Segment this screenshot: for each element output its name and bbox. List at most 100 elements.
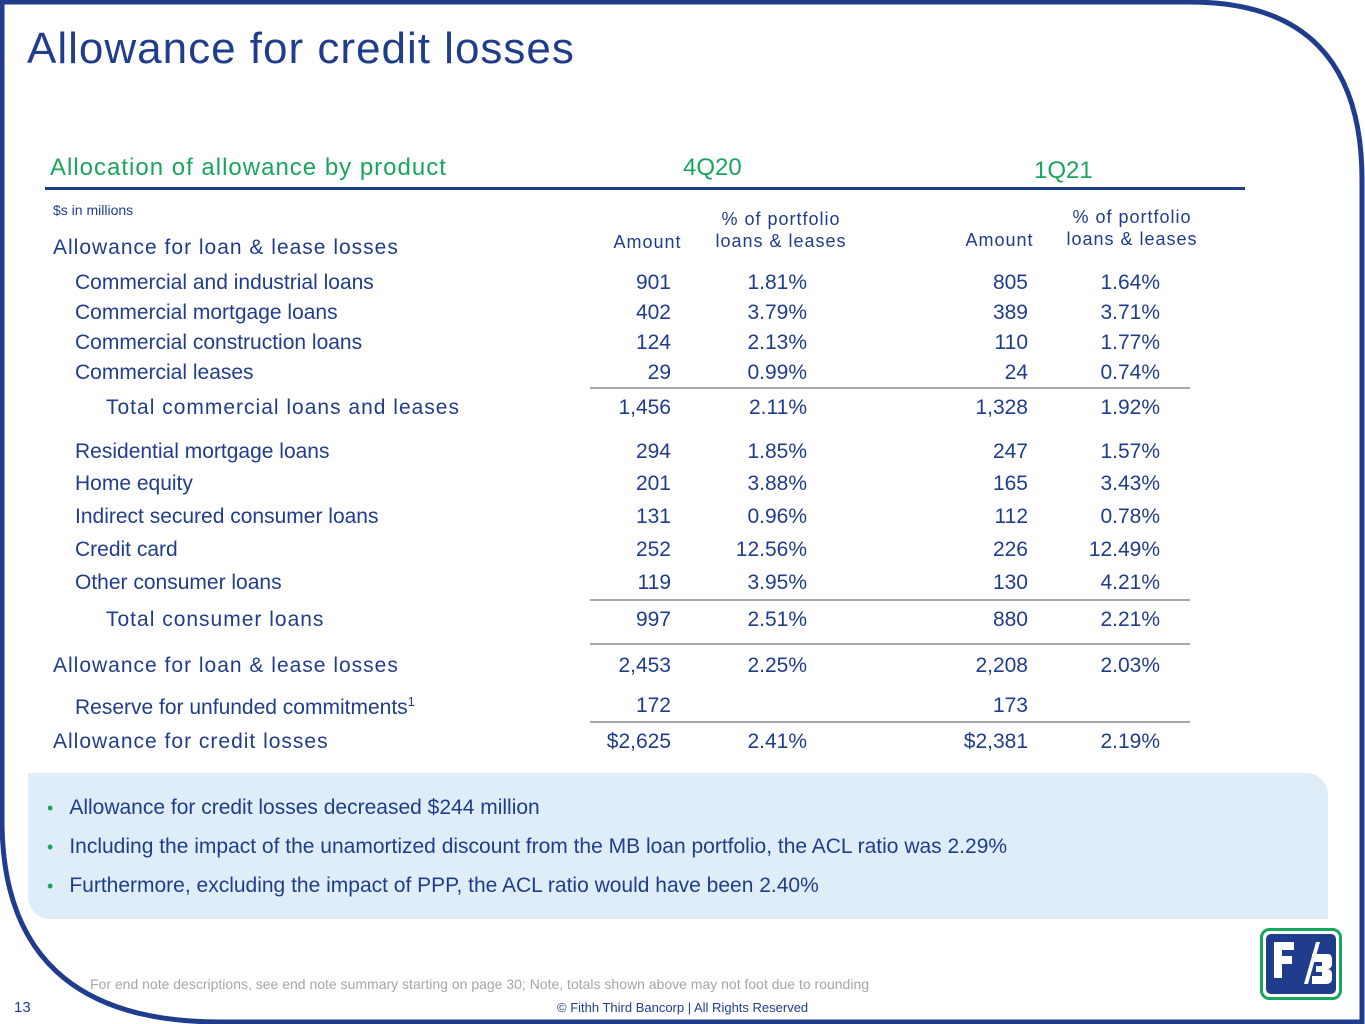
amount-1q21: 389 bbox=[992, 301, 1028, 324]
total-rule bbox=[590, 643, 1190, 645]
pct-1q21: 2.03% bbox=[1100, 654, 1160, 677]
table-row: Other consumer loans 119 3.95% 130 4.21% bbox=[0, 571, 1365, 601]
pct-4q20: 3.88% bbox=[747, 472, 807, 495]
table-row-total: Allowance for credit losses $2,625 2.41%… bbox=[0, 730, 1365, 760]
header-rule bbox=[45, 187, 1245, 190]
row-label: Other consumer loans bbox=[75, 571, 282, 594]
row-label: Allowance for loan & lease losses bbox=[53, 654, 399, 677]
units-label: $s in millions bbox=[53, 202, 134, 218]
row-label: Allowance for credit losses bbox=[53, 730, 329, 753]
amount-1q21: 2,208 bbox=[975, 654, 1028, 677]
pct-1q21: 2.19% bbox=[1100, 730, 1160, 753]
pct-1q21: 12.49% bbox=[1088, 538, 1160, 561]
amount-4q20: 172 bbox=[635, 694, 671, 717]
amount-4q20: 2,453 bbox=[618, 654, 671, 677]
bullet-dot-icon: • bbox=[47, 876, 54, 896]
pct-4q20: 3.95% bbox=[747, 571, 807, 594]
row-label: Commercial construction loans bbox=[75, 331, 363, 354]
period-4q20: 4Q20 bbox=[683, 154, 742, 181]
pct-1q21: 1.57% bbox=[1100, 440, 1160, 463]
row-label: Commercial leases bbox=[75, 361, 254, 384]
footnote-marker: 1 bbox=[407, 694, 415, 709]
pct-4q20: 12.56% bbox=[735, 538, 807, 561]
total-rule bbox=[590, 721, 1190, 723]
pct-4q20: 1.81% bbox=[747, 271, 807, 294]
col-pct-1q21: % of portfolio loans & leases bbox=[1057, 206, 1207, 250]
amount-4q20: 119 bbox=[637, 571, 671, 594]
pct-1q21: 3.71% bbox=[1100, 301, 1160, 324]
row-label: Home equity bbox=[75, 472, 193, 495]
amount-4q20: 29 bbox=[647, 361, 671, 384]
pct-4q20: 0.99% bbox=[747, 361, 807, 384]
pct-1q21: 3.43% bbox=[1100, 472, 1160, 495]
col-pct-line2: loans & leases bbox=[715, 231, 847, 251]
amount-4q20: 294 bbox=[635, 440, 671, 463]
fifth-third-logo bbox=[1260, 928, 1342, 1000]
subtotal-rule bbox=[590, 387, 1190, 389]
amount-1q21: 112 bbox=[994, 505, 1028, 528]
amount-4q20: 402 bbox=[635, 301, 671, 324]
table-row: Commercial construction loans 124 2.13% … bbox=[0, 331, 1365, 361]
bullet-text: Allowance for credit losses decreased $2… bbox=[69, 796, 540, 819]
pct-1q21: 1.92% bbox=[1100, 396, 1160, 419]
bullet-dot-icon: • bbox=[47, 837, 54, 857]
amount-4q20: 901 bbox=[635, 271, 671, 294]
amount-4q20: 131 bbox=[635, 505, 671, 528]
pct-4q20: 2.41% bbox=[747, 730, 807, 753]
pct-1q21: 2.21% bbox=[1100, 608, 1160, 631]
pct-1q21: 0.74% bbox=[1100, 361, 1160, 384]
page-number: 13 bbox=[14, 999, 31, 1016]
row-label-text: Reserve for unfunded commitments bbox=[75, 696, 408, 719]
pct-4q20: 3.79% bbox=[747, 301, 807, 324]
amount-4q20: 201 bbox=[635, 472, 671, 495]
table-row: Home equity 201 3.88% 165 3.43% bbox=[0, 472, 1365, 502]
row-label: Total consumer loans bbox=[106, 608, 325, 631]
bullet-text: Furthermore, excluding the impact of PPP… bbox=[69, 874, 819, 897]
pct-4q20: 1.85% bbox=[747, 440, 807, 463]
amount-4q20: 124 bbox=[635, 331, 671, 354]
amount-1q21: 130 bbox=[992, 571, 1028, 594]
table-row: Commercial and industrial loans 901 1.81… bbox=[0, 271, 1365, 301]
amount-1q21: 24 bbox=[1004, 361, 1028, 384]
row-label: Residential mortgage loans bbox=[75, 440, 330, 463]
table-row-subtotal: Total consumer loans 997 2.51% 880 2.21% bbox=[0, 608, 1365, 638]
table-row: Commercial leases 29 0.99% 24 0.74% bbox=[0, 361, 1365, 391]
bullet-item: • Including the impact of the unamortized… bbox=[47, 835, 1007, 859]
section-label: Allowance for loan & lease losses bbox=[53, 236, 399, 259]
amount-1q21: 165 bbox=[992, 472, 1028, 495]
pct-4q20: 2.11% bbox=[749, 396, 807, 419]
amount-1q21: 880 bbox=[992, 608, 1028, 631]
table-row: Credit card 252 12.56% 226 12.49% bbox=[0, 538, 1365, 568]
row-label: Total commercial loans and leases bbox=[106, 396, 460, 419]
pct-1q21: 4.21% bbox=[1100, 571, 1160, 594]
period-1q21: 1Q21 bbox=[1034, 157, 1093, 184]
footnote: For end note descriptions, see end note … bbox=[90, 976, 870, 992]
amount-1q21: 173 bbox=[992, 694, 1028, 717]
col-amount-1q21: Amount bbox=[965, 230, 1034, 250]
bullet-dot-icon: • bbox=[47, 798, 54, 818]
pct-4q20: 2.51% bbox=[747, 608, 807, 631]
row-label: Commercial mortgage loans bbox=[75, 301, 338, 324]
table-row: Reserve for unfunded commitments1 172 17… bbox=[0, 694, 1365, 724]
amount-4q20: 252 bbox=[635, 538, 671, 561]
amount-1q21: 1,328 bbox=[975, 396, 1028, 419]
amount-1q21: $2,381 bbox=[963, 730, 1028, 753]
bullet-item: • Furthermore, excluding the impact of PP… bbox=[47, 874, 819, 898]
table-heading: Allocation of allowance by product bbox=[50, 154, 447, 181]
pct-1q21: 0.78% bbox=[1100, 505, 1160, 528]
table-row-total: Allowance for loan & lease losses 2,453 … bbox=[0, 654, 1365, 684]
table-row: Residential mortgage loans 294 1.85% 247… bbox=[0, 440, 1365, 470]
col-pct-line1: % of portfolio bbox=[1072, 207, 1192, 227]
col-amount-4q20: Amount bbox=[613, 232, 682, 252]
pct-1q21: 1.77% bbox=[1100, 331, 1160, 354]
pct-4q20: 0.96% bbox=[747, 505, 807, 528]
table-row: Commercial mortgage loans 402 3.79% 389 … bbox=[0, 301, 1365, 331]
amount-4q20: $2,625 bbox=[606, 730, 671, 753]
bullet-text: Including the impact of the unamortized … bbox=[69, 835, 1008, 858]
subtotal-rule bbox=[590, 599, 1190, 601]
amount-1q21: 805 bbox=[992, 271, 1028, 294]
copyright: © Fithh Third Bancorp | All Rights Reser… bbox=[557, 1000, 809, 1015]
amount-4q20: 1,456 bbox=[618, 396, 671, 419]
pct-4q20: 2.13% bbox=[747, 331, 807, 354]
page-title: Allowance for credit losses bbox=[27, 24, 575, 73]
